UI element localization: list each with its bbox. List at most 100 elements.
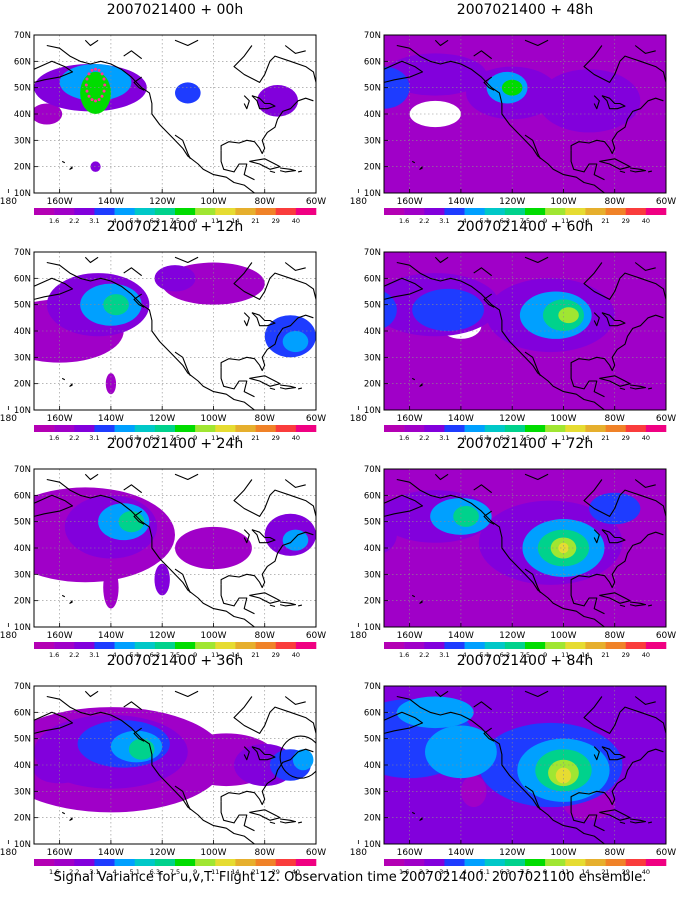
colorbar-swatch	[645, 208, 667, 215]
colorbar-swatch	[444, 859, 465, 866]
colorbar-swatch	[525, 208, 546, 215]
lon-tick-label: 80W	[255, 414, 275, 424]
lat-tick-label: 30N	[14, 787, 31, 797]
lat-tick-label: 50N	[14, 735, 31, 745]
lat-tick-label: 60N	[14, 57, 31, 67]
coastline	[384, 277, 424, 300]
forecast-panel: 2007021400 + 48h 70N 60N 50N 40N 30N 20N 10N 180…	[350, 2, 690, 225]
variance-contour	[154, 563, 170, 596]
colorbar-swatch	[175, 425, 196, 432]
lat-tick-label: 70N	[14, 465, 31, 475]
colorbar-label: 4	[463, 868, 467, 876]
colorbar-label: 1.6	[399, 868, 409, 876]
colorbar-label: 29	[622, 434, 630, 442]
colorbar-label: 5.1	[480, 868, 490, 876]
lat-tick-label: 20N	[14, 814, 31, 824]
observation-marker	[94, 99, 98, 103]
coastline	[419, 383, 423, 387]
coastline	[524, 568, 541, 594]
colorbar-swatch	[255, 425, 277, 432]
coastline	[434, 473, 449, 481]
coastline	[593, 312, 600, 327]
colorbar-swatch	[154, 425, 176, 432]
lon-tick-label: 120W	[499, 848, 525, 858]
coastline	[174, 690, 199, 698]
colorbar-swatch	[94, 642, 115, 649]
colorbar-label: 21	[251, 217, 259, 225]
coastline	[396, 695, 605, 844]
coastline	[34, 60, 74, 83]
variance-contour	[282, 529, 309, 551]
lat-tick-label: 70N	[14, 31, 31, 41]
variance-contour	[471, 574, 502, 617]
lon-tick-label: 160W	[47, 848, 73, 858]
coastline	[269, 821, 276, 825]
coastline	[284, 262, 306, 271]
colorbar-label: 21	[601, 217, 609, 225]
colorbar-swatch	[154, 859, 176, 866]
lon-tick-label: 140W	[98, 197, 124, 207]
colorbar-swatch	[585, 208, 606, 215]
coastline	[473, 267, 493, 277]
coastline	[243, 95, 250, 110]
colorbar-label: 4	[113, 217, 117, 225]
colorbar-label: 11	[211, 868, 219, 876]
colorbar-swatch	[645, 425, 667, 432]
lat-tick-label: 20N	[364, 163, 381, 173]
variance-contour	[409, 100, 461, 128]
lon-tick-label: 120W	[149, 631, 175, 641]
colorbar-swatch	[464, 208, 486, 215]
colorbar-label: 1.6	[49, 651, 59, 659]
colorbar-label: 6.3	[150, 868, 160, 876]
colorbar-swatch	[195, 425, 216, 432]
colorbar-swatch	[154, 208, 176, 215]
coastline	[269, 604, 276, 608]
lat-tick-label: 40N	[364, 327, 381, 337]
coastline	[583, 262, 666, 300]
coastline	[473, 50, 493, 60]
colorbar-label: 29	[622, 868, 630, 876]
colorbar-label: 3.1	[89, 868, 99, 876]
variance-contour	[34, 540, 42, 566]
coastline	[61, 594, 66, 598]
colorbar-swatch	[585, 859, 606, 866]
lon-tick-label: 60W	[306, 197, 326, 207]
forecast-panel: 2007021400 + 60h 70N 60N 50N 40N 30N 20N 10N 180…	[350, 219, 690, 442]
lat-tick-label: 60N	[364, 491, 381, 501]
coastline	[634, 696, 656, 705]
colorbar-swatch	[215, 425, 236, 432]
colorbar-label: 3.1	[439, 651, 449, 659]
coastline	[524, 256, 549, 264]
colorbar-swatch	[74, 642, 95, 649]
lat-tick-label: 70N	[14, 248, 31, 258]
colorbar-label: 2.2	[419, 651, 429, 659]
lon-tick-label: 60W	[306, 631, 326, 641]
colorbar-label: 11	[211, 217, 219, 225]
colorbar-swatch	[235, 642, 256, 649]
colorbar-label: 14	[581, 434, 589, 442]
colorbar-label: 4	[113, 434, 117, 442]
coastline	[34, 494, 74, 517]
lat-tick-label: 40N	[14, 110, 31, 120]
colorbar-swatch	[275, 208, 297, 215]
coastline	[524, 134, 541, 160]
lon-tick-label: 140W	[448, 631, 474, 641]
colorbar-label: 11	[561, 651, 569, 659]
coastline	[84, 39, 99, 47]
colorbar-swatch	[525, 425, 546, 432]
colorbar-swatch	[195, 642, 216, 649]
observation-marker	[87, 94, 91, 98]
variance-contour	[175, 82, 201, 104]
coastline	[284, 479, 306, 488]
lon-tick-label: 160W	[47, 414, 73, 424]
coastline	[411, 811, 416, 815]
lon-tick-label: 60W	[656, 414, 676, 424]
observation-marker	[102, 77, 106, 81]
coastline	[220, 801, 255, 832]
variance-contour	[412, 288, 484, 331]
colorbar-label: 9	[543, 217, 547, 225]
variance-contour	[282, 331, 309, 353]
lon-tick-label: 120W	[149, 848, 175, 858]
coastline	[570, 367, 605, 398]
variance-contour	[558, 307, 579, 324]
